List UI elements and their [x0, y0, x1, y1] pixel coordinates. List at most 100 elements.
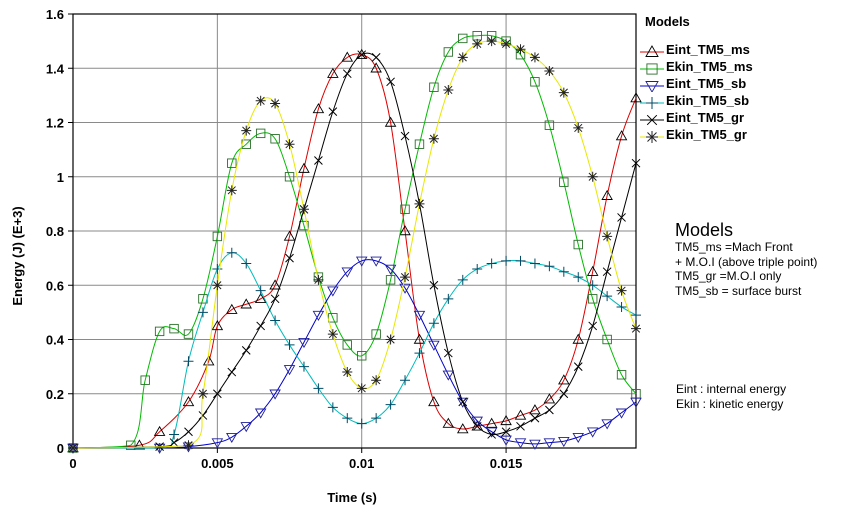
data-point	[227, 158, 237, 168]
data-point	[371, 375, 382, 386]
data-point	[226, 247, 237, 258]
data-point	[241, 258, 252, 269]
data-point	[602, 291, 613, 302]
data-point	[399, 225, 411, 236]
y-tick-label: 1.4	[46, 61, 65, 76]
data-point	[501, 38, 512, 49]
data-point	[485, 417, 498, 428]
data-point	[241, 125, 252, 136]
data-point	[545, 405, 554, 415]
data-point	[298, 162, 310, 173]
data-point	[630, 397, 642, 408]
data-point	[198, 411, 208, 420]
data-point	[169, 323, 179, 334]
legend-swatch	[640, 62, 664, 75]
data-point	[645, 80, 659, 92]
data-point	[530, 77, 540, 87]
y-tick-label: 0.2	[46, 387, 64, 402]
data-point	[458, 33, 468, 44]
data-point	[371, 53, 381, 62]
data-point	[357, 351, 367, 361]
series-layer	[67, 31, 642, 454]
legend-items: Eint_TM5_ms Ekin_TM5_ms Eint_TM5_sb Ekin_TM…	[640, 41, 753, 143]
y-tick-label: 1	[57, 170, 64, 185]
data-point	[183, 356, 194, 367]
data-point	[126, 440, 136, 450]
legend-title: Models	[645, 14, 690, 29]
data-point	[472, 38, 483, 49]
legend: Models Eint_TM5_ms Ekin_TM5_ms Eint_TM5_sb…	[640, 14, 753, 143]
energy-line: Ekin : kinetic energy	[676, 397, 784, 411]
series-Ekin_TM5_sb	[68, 247, 641, 453]
data-point	[385, 399, 396, 410]
data-point	[588, 321, 598, 331]
data-point	[68, 443, 78, 453]
data-point	[617, 213, 626, 222]
y-tick-label: 0.6	[46, 278, 64, 293]
x-tick-label: 0.01	[349, 456, 374, 471]
data-point	[428, 340, 440, 351]
data-point	[256, 321, 266, 331]
data-point	[254, 292, 267, 304]
data-point	[544, 120, 555, 130]
data-point	[240, 422, 253, 433]
data-point	[284, 339, 295, 350]
legend-item: Eint_TM5_ms	[640, 41, 750, 58]
y-tick-label: 0.4	[46, 333, 65, 348]
data-point	[327, 286, 339, 297]
legend-item: Ekin_TM5_gr	[640, 126, 750, 143]
data-point	[529, 439, 541, 450]
data-point	[616, 370, 627, 380]
data-point	[602, 334, 612, 345]
series-line	[72, 53, 637, 449]
data-point	[573, 122, 584, 133]
data-point	[442, 370, 455, 381]
data-point	[631, 323, 641, 334]
data-point	[558, 87, 569, 98]
data-point	[515, 44, 526, 55]
data-point	[500, 414, 512, 426]
data-point	[516, 421, 525, 431]
data-point	[428, 133, 439, 144]
data-point	[241, 345, 251, 355]
data-point	[414, 139, 425, 149]
data-point	[255, 285, 266, 296]
data-point	[370, 62, 382, 73]
data-point	[328, 107, 338, 117]
data-point	[226, 185, 237, 196]
data-point	[631, 310, 641, 321]
data-point	[283, 365, 296, 376]
data-point	[559, 389, 569, 399]
y-tick-label: 0.8	[46, 224, 64, 239]
data-point	[558, 437, 570, 448]
data-point	[443, 47, 454, 57]
data-point	[327, 402, 338, 413]
data-point	[471, 420, 483, 431]
data-point	[269, 389, 281, 400]
data-point	[313, 383, 324, 394]
data-point	[413, 333, 426, 344]
legend-label: Eint_TM5_sb	[666, 76, 747, 91]
data-point	[429, 280, 439, 290]
data-point	[414, 348, 425, 359]
data-point	[213, 389, 222, 399]
data-point	[442, 417, 455, 428]
data-point	[298, 338, 310, 349]
data-point	[443, 84, 454, 95]
data-point	[341, 51, 354, 62]
data-point	[601, 189, 613, 200]
data-point	[240, 298, 253, 309]
data-point	[270, 98, 281, 109]
models-heading: Models	[675, 220, 734, 240]
series-line	[73, 252, 637, 449]
data-point	[283, 230, 296, 241]
data-point	[371, 413, 382, 424]
data-point	[270, 294, 280, 304]
data-point	[645, 44, 659, 57]
data-point	[312, 103, 325, 114]
data-point	[342, 367, 353, 378]
data-point	[601, 419, 613, 430]
data-point	[543, 393, 556, 404]
data-point	[514, 409, 527, 420]
series-markers	[67, 48, 642, 453]
